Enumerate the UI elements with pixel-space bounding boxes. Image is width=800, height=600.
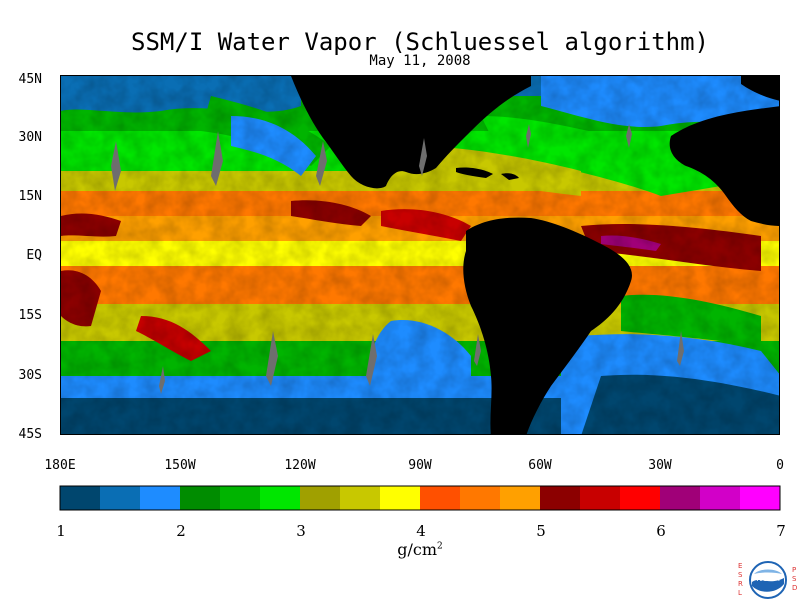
gap-stripe-1 (111, 141, 121, 191)
florida-land (411, 138, 422, 164)
colorbar-segment (60, 486, 100, 510)
cuba-land (456, 167, 493, 178)
gap-stripe-6 (626, 124, 632, 148)
water-vapor-map (60, 75, 780, 435)
logo-left-letter-e: E (738, 562, 743, 570)
lat-label-eq: EQ (26, 248, 42, 263)
gap-stripe-11 (159, 366, 165, 394)
gap-stripe-9 (474, 334, 481, 366)
lat-label-30s: 30S (18, 368, 42, 383)
colorbar-segment (140, 486, 180, 510)
colorbar-segment (620, 486, 660, 510)
lat-label-30n: 30N (18, 130, 42, 145)
gap-stripe-2 (211, 131, 223, 186)
colorbar-segment (660, 486, 700, 510)
map-canvas (61, 76, 779, 434)
units-text: g/cm (397, 540, 438, 559)
colorbar-segment (740, 486, 780, 510)
colorbar-segment (540, 486, 580, 510)
gap-stripe-4 (419, 138, 427, 176)
colorbar-segment (420, 486, 460, 510)
logo-right-letter-d: D (792, 584, 798, 592)
logo-right-letter-s: S (792, 575, 797, 583)
lon-label-0: 0 (776, 458, 784, 473)
cbar-tick-3: 3 (296, 522, 306, 540)
logo-left-letter-r: R (738, 580, 743, 588)
noaa-emblem: NOAA (749, 561, 787, 599)
colorbar-border (59, 485, 781, 511)
colorbar-segment (700, 486, 740, 510)
north-america-land (291, 76, 531, 189)
gap-stripe-3 (316, 141, 327, 186)
colorbar-segment (380, 486, 420, 510)
units-superscript: 2 (437, 541, 443, 552)
colorbar-segment (340, 486, 380, 510)
lat-label-15s: 15S (18, 308, 42, 323)
colorbar-segment (260, 486, 300, 510)
cbar-tick-2: 2 (176, 522, 186, 540)
gap-stripe-10 (677, 331, 684, 366)
colorbar-segment (180, 486, 220, 510)
colorbar-segment (500, 486, 540, 510)
south-america-land (463, 217, 632, 434)
cbar-tick-5: 5 (536, 522, 546, 540)
logo-right-letter-p: P (792, 566, 797, 574)
lat-label-15n: 15N (18, 189, 42, 204)
lon-label-180e: 180E (44, 458, 76, 473)
africa-land (669, 106, 779, 226)
lat-label-45n: 45N (18, 72, 42, 87)
cbar-tick-6: 6 (656, 522, 666, 540)
gap-stripe-5 (526, 124, 531, 148)
colorbar-segment (220, 486, 260, 510)
cbar-tick-1: 1 (56, 522, 66, 540)
hispaniola-land (501, 173, 519, 180)
lon-label-150w: 150W (164, 458, 196, 473)
map-title: SSM/I Water Vapor (Schluessel algorithm) (131, 28, 709, 56)
lon-label-90w: 90W (408, 458, 432, 473)
cbar-tick-7: 7 (776, 522, 786, 540)
noaa-logo-text: NOAA (756, 574, 780, 583)
colorbar-segment (460, 486, 500, 510)
colorbar-segment (300, 486, 340, 510)
units-label: g/cm2 (380, 540, 460, 559)
colorbar-segment (100, 486, 140, 510)
europe-land (741, 76, 779, 101)
colorbar-segment (580, 486, 620, 510)
cbar-tick-4: 4 (416, 522, 426, 540)
lon-label-30w: 30W (648, 458, 672, 473)
lon-label-60w: 60W (528, 458, 552, 473)
logo-left-letter-s: S (738, 571, 743, 579)
gap-stripe-7 (266, 331, 278, 386)
logo-left-letter-l: L (738, 589, 742, 597)
lat-label-45s: 45S (18, 427, 42, 442)
lon-label-120w: 120W (284, 458, 316, 473)
noaa-logo: E S R L NOAA P S D (736, 560, 800, 600)
map-date: May 11, 2008 (369, 53, 471, 69)
gap-stripe-8 (366, 334, 377, 386)
colorbar (59, 485, 781, 511)
